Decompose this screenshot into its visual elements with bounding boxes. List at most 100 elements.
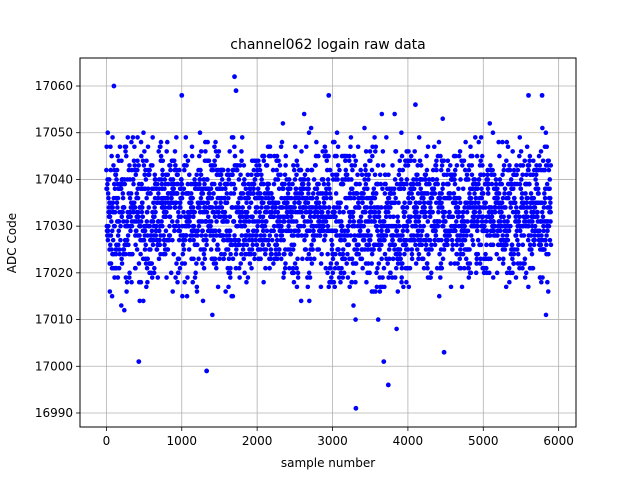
data-point — [433, 228, 438, 234]
data-point — [203, 219, 209, 224]
data-point — [300, 181, 306, 187]
data-point — [458, 247, 463, 252]
data-point — [428, 205, 433, 210]
data-point — [380, 163, 386, 168]
data-point — [152, 205, 157, 210]
data-point — [535, 214, 540, 220]
data-point — [351, 303, 356, 308]
data-point — [373, 191, 379, 196]
data-point — [546, 158, 552, 164]
data-point — [393, 265, 399, 271]
data-point — [348, 135, 354, 140]
data-point — [310, 191, 316, 196]
data-point — [254, 242, 260, 248]
data-point — [493, 205, 498, 210]
data-point — [463, 139, 468, 145]
data-point — [235, 200, 241, 206]
data-point — [545, 289, 551, 294]
data-point — [473, 270, 479, 276]
data-point — [135, 195, 141, 201]
data-point — [230, 205, 235, 210]
data-point — [321, 223, 326, 229]
data-point — [394, 326, 399, 332]
data-point — [175, 219, 180, 224]
data-point — [176, 237, 182, 243]
data-point — [347, 284, 353, 290]
data-point — [245, 172, 251, 178]
data-point — [436, 209, 441, 215]
data-point — [298, 167, 304, 173]
data-point — [397, 167, 402, 173]
data-point — [136, 261, 142, 266]
data-point — [436, 139, 442, 145]
data-point — [210, 233, 216, 238]
data-point — [253, 209, 259, 215]
data-point — [107, 289, 113, 294]
data-point — [385, 200, 390, 206]
y-tick-label: 17040 — [35, 172, 73, 186]
data-point — [425, 219, 431, 224]
data-point — [447, 209, 452, 215]
data-point — [432, 191, 438, 196]
data-point — [257, 191, 263, 196]
data-point — [477, 209, 482, 215]
data-point — [132, 144, 137, 150]
data-point — [304, 256, 310, 262]
data-point — [220, 167, 226, 173]
data-point — [462, 167, 468, 173]
data-point — [275, 177, 281, 182]
data-point — [314, 195, 320, 201]
data-point — [323, 265, 329, 271]
data-point — [346, 158, 352, 164]
data-point — [526, 223, 531, 229]
data-point — [353, 317, 358, 322]
data-point — [137, 298, 142, 304]
data-point — [260, 228, 266, 234]
data-point — [108, 144, 113, 150]
data-point — [179, 92, 185, 98]
data-point — [276, 251, 282, 257]
data-point — [397, 251, 403, 257]
data-point — [212, 181, 217, 187]
data-point — [438, 153, 443, 159]
data-point — [278, 256, 284, 262]
data-point — [452, 167, 458, 173]
data-point — [194, 242, 200, 248]
data-point — [456, 209, 462, 215]
data-point — [383, 214, 389, 220]
data-point — [480, 163, 485, 168]
data-point — [438, 261, 444, 266]
data-point — [428, 200, 433, 206]
data-point — [162, 242, 167, 248]
data-point — [351, 195, 357, 201]
data-point — [188, 191, 194, 196]
data-point — [169, 219, 175, 224]
data-point — [331, 279, 337, 285]
data-point — [185, 181, 191, 187]
data-point — [213, 200, 218, 206]
data-point — [468, 270, 474, 276]
data-point — [417, 158, 423, 164]
data-point — [536, 233, 541, 238]
data-point — [189, 200, 194, 206]
data-point — [218, 172, 224, 178]
data-point — [483, 219, 489, 224]
data-point — [327, 186, 332, 192]
data-point — [459, 242, 465, 248]
data-point — [478, 256, 483, 262]
data-point — [374, 223, 380, 229]
data-point — [276, 158, 281, 164]
data-point — [497, 177, 503, 182]
data-point — [271, 223, 277, 229]
data-point — [349, 279, 355, 285]
data-point — [127, 275, 132, 280]
data-point — [422, 205, 427, 210]
data-point — [361, 237, 367, 243]
data-point — [127, 270, 132, 276]
data-point — [541, 228, 547, 234]
data-point — [518, 149, 524, 154]
data-point — [112, 186, 118, 192]
data-point — [434, 167, 439, 173]
data-point — [332, 265, 338, 271]
data-point — [375, 228, 380, 234]
